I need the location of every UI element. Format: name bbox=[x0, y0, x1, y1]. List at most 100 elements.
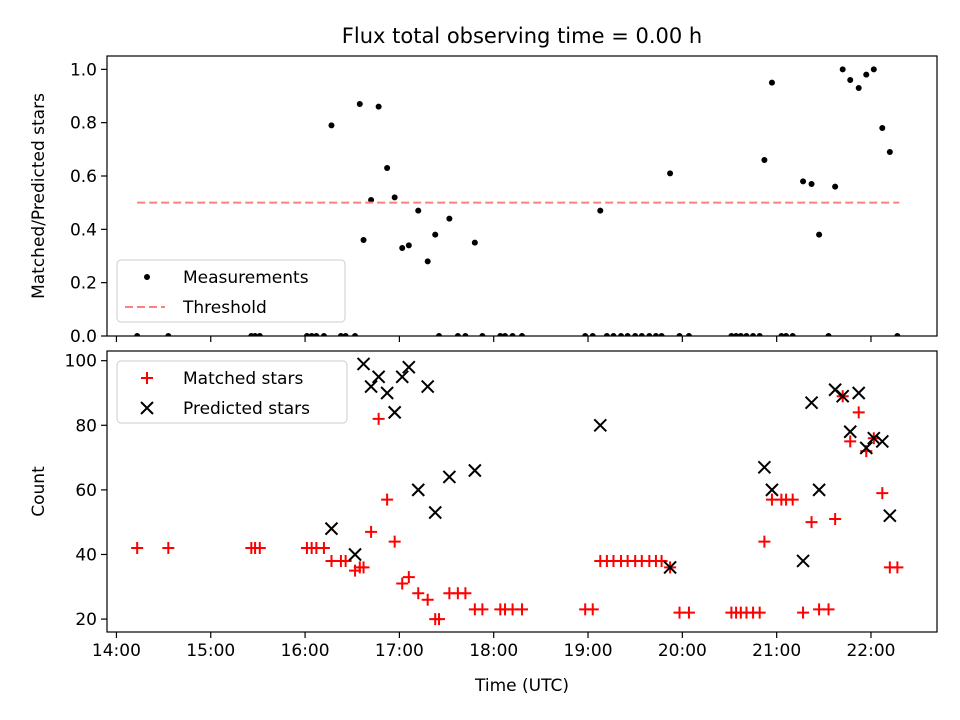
matched-star-point bbox=[396, 577, 409, 590]
measurement-point bbox=[778, 333, 785, 336]
matched-star-point bbox=[253, 542, 266, 555]
x-tick-label: 15:00 bbox=[186, 641, 235, 661]
matched-star-point bbox=[412, 587, 425, 600]
matched-star-point bbox=[516, 603, 528, 616]
x-tick-label: 14:00 bbox=[92, 641, 141, 661]
measurement-point bbox=[597, 207, 604, 214]
matched-star-point bbox=[822, 603, 835, 616]
matched-star-point bbox=[433, 613, 445, 626]
measurement-point bbox=[743, 333, 750, 336]
x-tick-label: 18:00 bbox=[469, 641, 518, 661]
y-tick-label: 0.0 bbox=[70, 327, 97, 347]
measurement-point bbox=[863, 71, 870, 78]
matched-star-point bbox=[852, 406, 865, 419]
measurement-point bbox=[667, 170, 674, 177]
matched-star-point bbox=[381, 493, 394, 506]
predicted-star-point bbox=[835, 389, 850, 403]
measurement-point bbox=[384, 165, 391, 171]
measurement-point bbox=[352, 333, 359, 336]
predicted-star-point bbox=[468, 463, 482, 478]
measurement-point bbox=[134, 333, 141, 336]
predicted-star-point bbox=[380, 386, 394, 400]
y-tick-label: 40 bbox=[75, 545, 97, 565]
measurement-point bbox=[768, 79, 775, 86]
predicted-star-point bbox=[757, 460, 772, 474]
x-axis-label: Time (UTC) bbox=[474, 676, 569, 696]
predicted-star-point bbox=[663, 560, 677, 575]
y-tick-label: 0.2 bbox=[70, 274, 97, 294]
predicted-star-point bbox=[804, 395, 819, 410]
y-tick-label: 1.0 bbox=[70, 60, 97, 80]
y-axis-label: Matched/Predicted stars bbox=[29, 93, 49, 299]
measurement-point bbox=[252, 333, 259, 336]
predicted-star-point bbox=[867, 431, 881, 445]
x-tick-label: 21:00 bbox=[752, 641, 801, 661]
measurement-point bbox=[886, 149, 893, 155]
predicted-star-point bbox=[812, 483, 826, 497]
matched-star-point bbox=[459, 587, 472, 600]
measurement-point bbox=[839, 66, 846, 73]
measurement-point bbox=[638, 333, 645, 336]
axes-frame bbox=[106, 55, 938, 337]
measurement-point bbox=[519, 333, 525, 336]
measurement-point bbox=[432, 231, 439, 238]
legend-label: Matched stars bbox=[183, 369, 303, 389]
matched-star-point bbox=[829, 512, 842, 525]
measurement-point bbox=[610, 333, 617, 336]
measurement-point bbox=[658, 333, 665, 336]
predicted-star-point bbox=[875, 434, 890, 449]
plot-area bbox=[131, 357, 904, 626]
measurement-point bbox=[761, 157, 768, 163]
measurement-point bbox=[391, 194, 398, 201]
measurement-point bbox=[728, 333, 735, 336]
predicted-star-point bbox=[411, 483, 425, 497]
y-tick-label: 0.8 bbox=[70, 114, 97, 134]
measurement-point bbox=[471, 239, 478, 246]
predicted-star-point bbox=[883, 509, 897, 523]
matched-star-point bbox=[317, 542, 330, 555]
measurement-point bbox=[502, 333, 509, 336]
predicted-star-point bbox=[402, 360, 416, 374]
predicted-star-point bbox=[348, 547, 362, 562]
legend-label: Threshold bbox=[182, 298, 267, 318]
measurement-point bbox=[342, 333, 349, 336]
matched-star-point bbox=[388, 535, 401, 548]
measurement-point bbox=[303, 333, 310, 336]
matched-star-point bbox=[805, 516, 818, 529]
matched-star-point bbox=[421, 593, 434, 606]
measurement-point bbox=[337, 333, 344, 336]
predicted-star-point bbox=[324, 521, 339, 536]
measurement-point bbox=[832, 183, 839, 190]
measurement-point bbox=[646, 333, 653, 336]
y-tick-label: 100 bbox=[65, 352, 97, 372]
plot-area bbox=[134, 66, 901, 336]
measurement-point bbox=[789, 333, 796, 336]
y-tick-label: 0.4 bbox=[70, 220, 97, 240]
predicted-star-point bbox=[387, 405, 402, 420]
measurement-point bbox=[624, 333, 631, 336]
legend-marker-x bbox=[140, 401, 154, 415]
y-axis-label: Count bbox=[29, 466, 49, 517]
measurement-point bbox=[756, 333, 763, 336]
measurement-point bbox=[462, 333, 469, 336]
measurement-point bbox=[360, 237, 367, 243]
measurement-point bbox=[737, 333, 744, 336]
measurement-point bbox=[368, 197, 375, 203]
predicted-star-point bbox=[356, 357, 371, 371]
matched-star-point bbox=[357, 561, 370, 574]
measurement-point bbox=[436, 333, 442, 336]
measurement-point bbox=[405, 242, 412, 249]
measurement-point bbox=[497, 333, 504, 336]
measurement-point bbox=[328, 122, 335, 129]
measurement-point bbox=[509, 333, 516, 336]
matched-star-point bbox=[753, 606, 766, 619]
matched-star-point bbox=[586, 603, 599, 616]
measurement-point bbox=[783, 333, 790, 336]
matched-star-point bbox=[365, 525, 378, 538]
predicted-star-point bbox=[796, 554, 810, 568]
matched-star-point bbox=[682, 606, 695, 619]
chart-title: Flux total observing time = 0.00 h bbox=[342, 24, 702, 48]
measurement-point bbox=[415, 207, 422, 214]
measurement-point bbox=[733, 333, 740, 336]
